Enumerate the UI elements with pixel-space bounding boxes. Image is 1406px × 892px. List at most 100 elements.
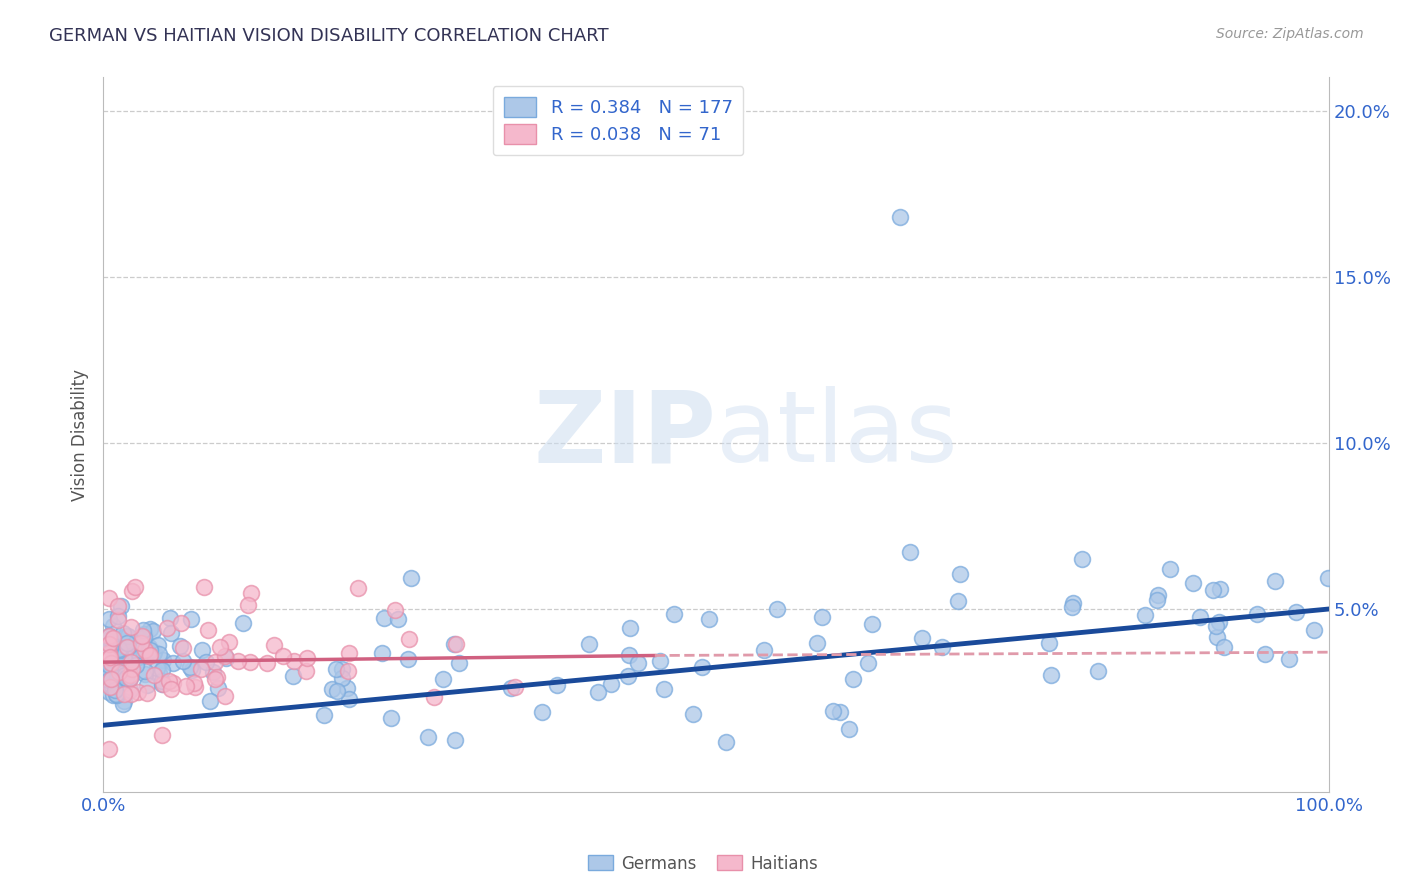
Point: [98, 650, 121, 665]
Point: [295, 651, 318, 665]
Point: [714, 735, 737, 749]
Point: [115, 640, 138, 654]
Point: [139, 648, 162, 663]
Point: [682, 706, 704, 721]
Point: [134, 630, 156, 644]
Point: [121, 648, 143, 662]
Point: [107, 613, 129, 627]
Point: [1071, 552, 1094, 566]
Point: [1133, 608, 1156, 623]
Point: [1189, 610, 1212, 624]
Point: [114, 629, 136, 643]
Point: [174, 679, 197, 693]
Point: [546, 677, 568, 691]
Point: [828, 705, 851, 719]
Point: [911, 631, 934, 645]
Point: [148, 665, 170, 680]
Point: [115, 635, 138, 649]
Point: [371, 646, 394, 660]
Point: [1209, 582, 1232, 597]
Point: [98, 643, 121, 657]
Point: [100, 664, 122, 678]
Point: [117, 629, 139, 643]
Point: [120, 620, 142, 634]
Point: [447, 656, 470, 670]
Point: [105, 688, 128, 702]
Point: [111, 626, 134, 640]
Point: [110, 651, 132, 665]
Point: [139, 622, 162, 636]
Point: [115, 662, 138, 676]
Point: [330, 663, 353, 677]
Point: [136, 678, 159, 692]
Point: [1181, 576, 1204, 591]
Point: [281, 669, 304, 683]
Point: [841, 673, 863, 687]
Point: [118, 668, 141, 682]
Point: [1087, 664, 1109, 678]
Text: Source: ZipAtlas.com: Source: ZipAtlas.com: [1216, 27, 1364, 41]
Point: [107, 599, 129, 613]
Point: [862, 617, 884, 632]
Point: [627, 657, 650, 671]
Point: [104, 648, 127, 663]
Point: [821, 704, 844, 718]
Point: [104, 652, 127, 666]
Point: [98, 645, 121, 659]
Point: [101, 688, 124, 702]
Point: [312, 707, 335, 722]
Point: [326, 684, 349, 698]
Point: [120, 682, 142, 697]
Point: [98, 680, 121, 694]
Point: [337, 664, 360, 678]
Point: [150, 728, 173, 742]
Point: [148, 648, 170, 662]
Point: [336, 681, 359, 696]
Point: [143, 645, 166, 659]
Point: [1038, 636, 1060, 650]
Point: [121, 636, 143, 650]
Point: [204, 672, 226, 686]
Y-axis label: Vision Disability: Vision Disability: [72, 368, 89, 500]
Point: [380, 711, 402, 725]
Point: [162, 657, 184, 671]
Point: [107, 642, 129, 657]
Point: [115, 634, 138, 648]
Point: [135, 686, 157, 700]
Point: [100, 673, 122, 687]
Point: [396, 652, 419, 666]
Point: [98, 640, 121, 655]
Point: [146, 661, 169, 675]
Text: ZIP: ZIP: [533, 386, 716, 483]
Point: [197, 624, 219, 638]
Point: [108, 666, 131, 681]
Point: [98, 658, 121, 673]
Point: [129, 636, 152, 650]
Point: [444, 732, 467, 747]
Point: [423, 690, 446, 704]
Point: [752, 642, 775, 657]
Point: [98, 650, 121, 665]
Point: [117, 648, 139, 662]
Point: [1317, 571, 1340, 585]
Point: [105, 672, 128, 686]
Point: [114, 654, 136, 668]
Point: [856, 656, 879, 670]
Text: GERMAN VS HAITIAN VISION DISABILITY CORRELATION CHART: GERMAN VS HAITIAN VISION DISABILITY CORR…: [49, 27, 609, 45]
Point: [619, 621, 641, 635]
Point: [232, 616, 254, 631]
Point: [160, 626, 183, 640]
Point: [218, 635, 240, 649]
Point: [586, 685, 609, 699]
Point: [111, 666, 134, 681]
Point: [900, 545, 922, 559]
Point: [131, 624, 153, 638]
Point: [114, 668, 136, 682]
Point: [1278, 651, 1301, 665]
Point: [152, 653, 174, 667]
Point: [150, 676, 173, 690]
Point: [98, 741, 121, 756]
Point: [256, 657, 278, 671]
Point: [129, 649, 152, 664]
Point: [150, 663, 173, 677]
